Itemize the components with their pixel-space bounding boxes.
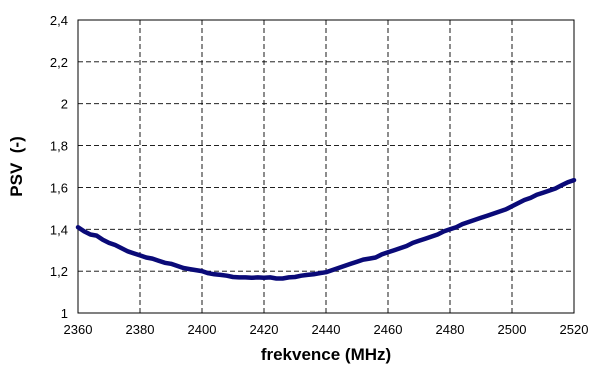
- x-tick-label: 2360: [64, 322, 93, 337]
- y-tick-label: 2,4: [50, 13, 68, 28]
- y-tick-label: 2: [61, 97, 68, 112]
- series-layer: [75, 177, 577, 281]
- psv-series-line: [75, 177, 577, 281]
- x-tick-label: 2480: [436, 322, 465, 337]
- y-tick-label: 1,2: [50, 264, 68, 279]
- grid: [78, 20, 574, 313]
- y-tick-label: 1: [61, 306, 68, 321]
- x-tick-label: 2380: [126, 322, 155, 337]
- y-tick-label: 1,4: [50, 222, 68, 237]
- y-tick-label: 1,6: [50, 180, 68, 195]
- plot-frame: [77, 19, 575, 314]
- x-tick-label: 2460: [374, 322, 403, 337]
- x-axis-title: frekvence (MHz): [261, 345, 391, 364]
- x-tick-label: 2500: [498, 322, 527, 337]
- y-tick-labels: 1 1,2 1,4 1,6 1,8 2 2,2 2,4: [50, 13, 68, 321]
- x-tick-labels: 2360 2380 2400 2420 2440 2460 2480 2500 2520: [64, 322, 589, 337]
- x-tick-label: 2520: [560, 322, 589, 337]
- x-tick-label: 2440: [312, 322, 341, 337]
- y-tick-label: 2,2: [50, 55, 68, 70]
- x-tick-label: 2400: [188, 322, 217, 337]
- y-axis-title: PSV (-): [7, 136, 26, 196]
- x-tick-label: 2420: [250, 322, 279, 337]
- y-tick-label: 1,8: [50, 139, 68, 154]
